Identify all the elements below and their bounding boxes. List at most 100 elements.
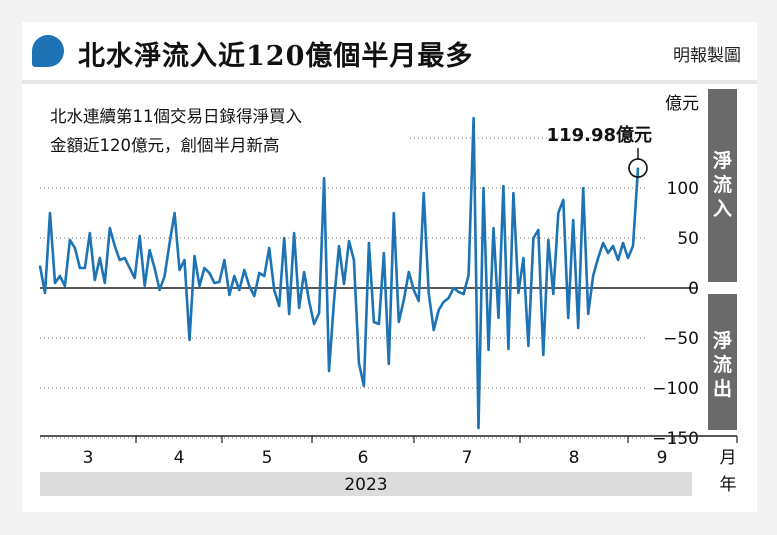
data-point	[502, 185, 505, 187]
data-point	[109, 227, 111, 229]
data-point	[517, 292, 520, 294]
data-point	[59, 275, 61, 277]
data-point	[64, 285, 66, 287]
x-tick-label: 7	[462, 448, 473, 468]
data-point	[158, 289, 161, 291]
data-point	[582, 187, 584, 189]
data-point	[383, 252, 385, 254]
data-point	[248, 285, 251, 287]
data-point	[482, 187, 485, 189]
data-point	[203, 267, 206, 269]
data-point	[373, 321, 375, 323]
y-tick-label: −100	[652, 379, 699, 399]
data-point	[233, 275, 236, 277]
data-point	[298, 307, 300, 309]
data-point	[358, 362, 360, 364]
data-point	[597, 257, 599, 259]
data-point	[148, 249, 151, 251]
data-point	[422, 192, 425, 194]
data-point	[318, 312, 320, 314]
y-tick-label: −50	[663, 329, 699, 349]
data-point	[114, 245, 116, 247]
data-point	[54, 282, 56, 284]
data-point	[198, 285, 201, 287]
y-tick-label: 50	[677, 229, 699, 249]
data-point	[577, 327, 579, 329]
inflow-label-char: 淨	[713, 149, 732, 172]
data-point	[632, 245, 634, 247]
data-point	[49, 212, 51, 214]
data-point	[153, 267, 156, 269]
data-point	[617, 259, 619, 261]
page-title: 北水淨流入近120億個半月最多	[78, 41, 474, 72]
x-tick-label: 5	[262, 448, 273, 468]
outflow-label-char: 淨	[713, 329, 732, 352]
data-point	[238, 289, 241, 291]
data-point	[228, 294, 231, 296]
data-point	[258, 272, 261, 274]
data-point	[84, 267, 86, 269]
x-tick-label: 8	[569, 448, 580, 468]
data-point	[213, 282, 216, 284]
y-tick-label: 0	[688, 279, 699, 299]
data-point	[79, 267, 81, 269]
data-point	[522, 257, 525, 259]
data-point	[637, 167, 639, 169]
data-point	[183, 259, 186, 261]
data-point	[398, 321, 400, 323]
data-point	[403, 299, 405, 301]
data-point	[368, 242, 370, 244]
outflow-label-char: 流	[713, 353, 732, 376]
data-point	[363, 385, 365, 387]
data-point	[413, 289, 415, 291]
data-point	[557, 212, 560, 214]
data-point	[547, 239, 550, 241]
x-tick-label: 6	[358, 448, 369, 468]
data-point	[622, 242, 624, 244]
data-point	[263, 275, 266, 277]
data-point	[133, 277, 136, 279]
data-point	[253, 295, 256, 297]
data-point	[44, 292, 46, 294]
data-point	[188, 339, 191, 341]
x-tick-label: 9	[657, 448, 668, 468]
data-point	[388, 363, 390, 365]
data-point	[243, 269, 246, 271]
data-point	[587, 313, 589, 315]
data-point	[393, 212, 395, 214]
data-point	[104, 282, 106, 284]
y-tick-label: 100	[667, 179, 699, 199]
data-point	[607, 252, 609, 254]
data-point	[472, 117, 475, 119]
inflow-label-char: 流	[713, 173, 732, 196]
series-line	[38, 116, 640, 430]
outflow-label-char: 出	[713, 377, 732, 400]
data-point	[273, 289, 275, 291]
x-axis-unit: 月	[720, 448, 737, 468]
data-point	[69, 239, 71, 241]
data-point	[293, 232, 295, 234]
data-point	[333, 300, 335, 302]
data-point	[193, 255, 196, 257]
data-point	[437, 309, 440, 311]
data-point	[163, 275, 166, 277]
data-point	[128, 267, 131, 269]
data-point	[427, 292, 430, 294]
data-point	[542, 354, 545, 356]
data-point	[447, 297, 450, 299]
data-point	[283, 237, 286, 239]
data-point	[343, 283, 345, 285]
data-point	[497, 317, 500, 319]
data-point	[592, 275, 594, 277]
subtitle-line-2: 金額近120億元，創個半月新高	[50, 136, 280, 155]
data-point	[208, 272, 211, 274]
data-point	[178, 269, 181, 271]
data-point	[323, 177, 325, 179]
data-point	[173, 212, 176, 214]
data-point	[223, 259, 226, 261]
year-band	[40, 472, 692, 496]
data-point	[552, 293, 555, 295]
data-point	[602, 242, 604, 244]
outflow-bar	[708, 294, 737, 430]
